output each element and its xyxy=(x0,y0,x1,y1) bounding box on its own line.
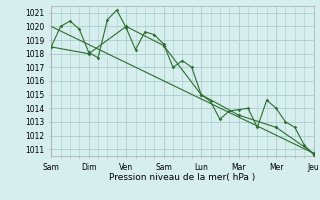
X-axis label: Pression niveau de la mer( hPa ): Pression niveau de la mer( hPa ) xyxy=(109,173,256,182)
